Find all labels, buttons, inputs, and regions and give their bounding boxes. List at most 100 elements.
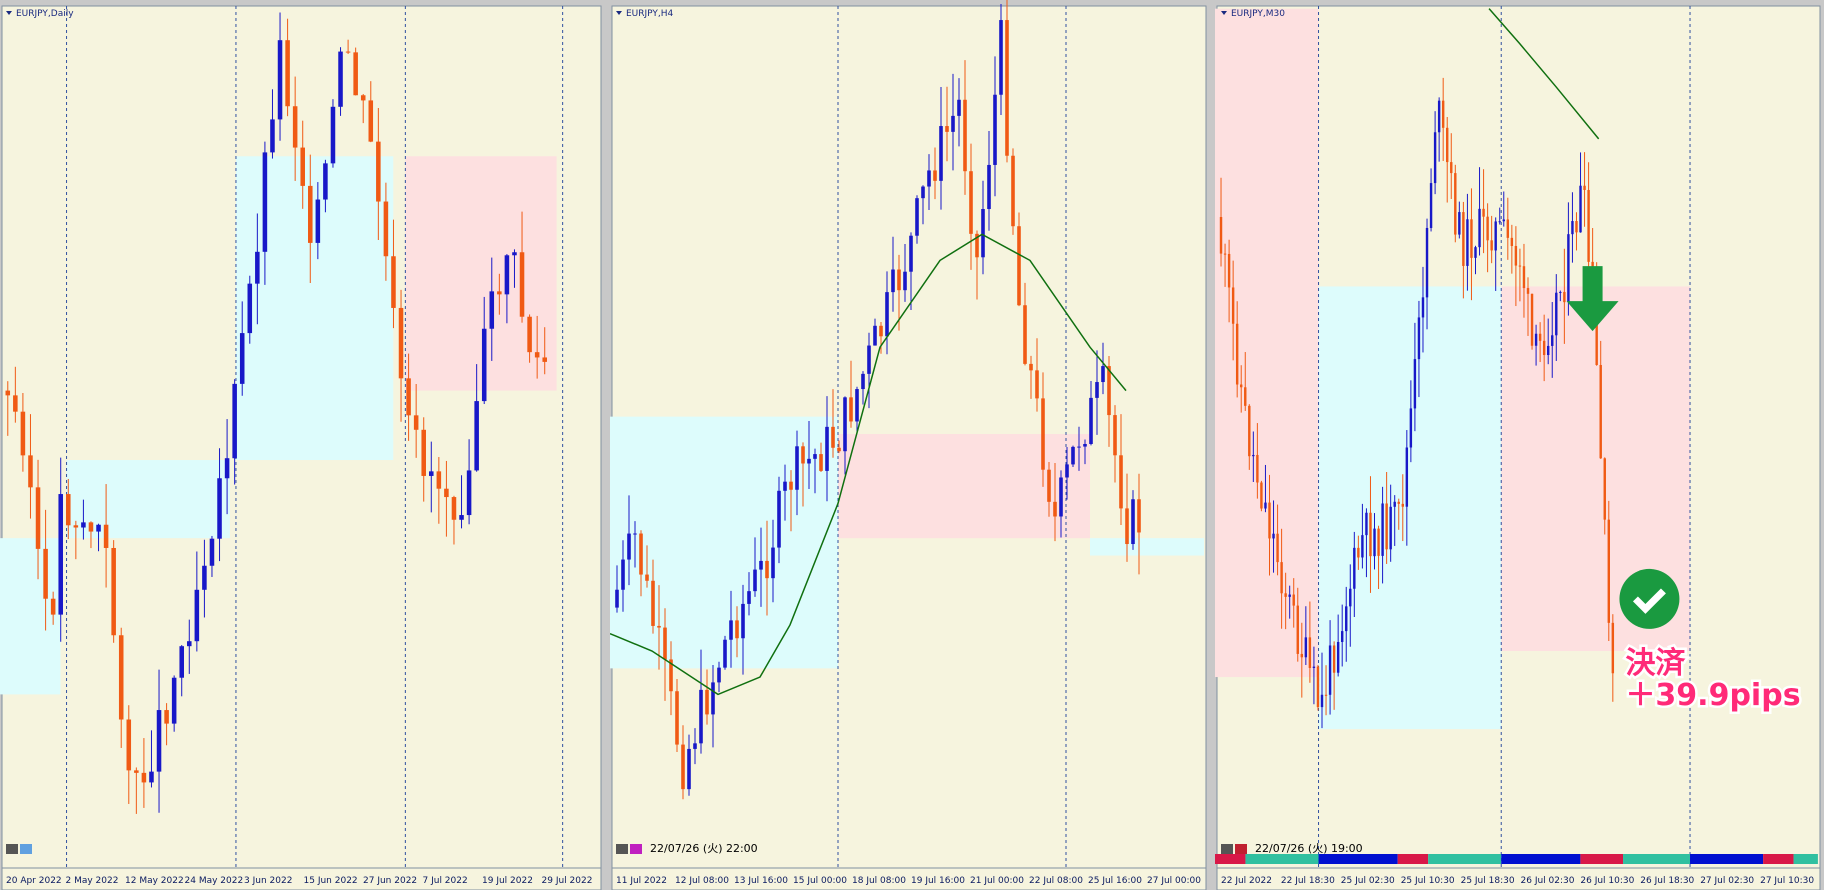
candle-body [534,352,540,358]
candle-body [519,252,525,317]
candle-body [466,470,472,516]
zone [1090,538,1204,556]
candle-body [1336,641,1340,673]
x-axis-label: 27 Jul 02:30 [1700,876,1754,886]
icon [630,844,642,854]
candle-body [891,269,895,293]
x-axis-label: 25 Jul 18:30 [1461,876,1515,886]
candle-body [1486,216,1489,241]
candle-body [383,201,389,257]
session-bar [1318,854,1398,864]
candle-body [999,20,1003,95]
candle-body [406,378,411,416]
zone [1318,286,1502,730]
candle-body [1446,127,1449,163]
candle-body [1284,593,1287,597]
x-axis-label: 18 Jul 08:00 [852,876,906,886]
candle-body [1599,364,1602,459]
candle-body [338,51,343,107]
candle-body [861,373,865,390]
candle-body [1125,508,1129,545]
x-axis-label: 7 Jul 2022 [423,876,468,886]
candle-body [831,426,835,448]
candle-body [1300,653,1304,658]
candle-body [1131,499,1135,545]
candle-body [1357,547,1360,558]
axis-strip [1216,867,1821,890]
candle-body [1571,221,1574,235]
candle-body [308,185,313,243]
candle-body [1494,221,1497,251]
candle-body [66,494,71,526]
candle-body [1389,506,1392,550]
x-axis-label: 12 May 2022 [125,876,184,886]
candle-body [1260,482,1263,509]
candle-body [849,397,853,422]
candle-body [915,198,919,236]
zone [66,460,230,539]
candle-body [512,252,517,256]
candle-body [1119,455,1123,509]
candle-body [1546,345,1550,356]
candle-body [345,51,351,53]
axis-strip [1,867,602,890]
candle-body [1288,594,1291,597]
candle-body [353,52,358,96]
candle-body [909,235,913,272]
candle-body [50,598,56,615]
candle-body [1393,501,1396,507]
candle-body [285,40,290,107]
session-bar [1690,854,1764,864]
candle-body [224,458,230,479]
title-arrow [6,11,12,15]
candle-body [711,682,715,715]
result-annotation: 決済 [1625,646,1686,681]
zone [1215,8,1319,678]
icon [1235,844,1247,854]
candle-body [693,743,697,749]
candle-body [699,689,703,744]
candle-body [873,325,877,346]
candle-body [1575,221,1578,233]
candle-body [1059,477,1063,517]
candle-body [1235,323,1239,385]
candle-body [1595,288,1598,365]
candle-body [255,251,260,284]
candle-body [391,256,396,308]
candle-body [73,525,79,528]
candle-body [20,411,26,456]
candle-body [1502,219,1505,222]
candle-body [615,589,619,608]
candle-body [1433,132,1437,184]
candle-body [270,119,275,153]
candle-body [436,471,442,489]
candle-body [975,233,979,258]
candle-body [1071,446,1075,465]
candle-body [217,478,222,539]
candle-body [232,383,237,459]
candle-body [5,390,11,396]
candle-body [1264,502,1267,509]
candle-body [1551,335,1554,346]
candle-body [1373,528,1376,557]
candle-body [126,719,132,771]
zone [235,156,394,461]
x-axis-label: 27 Jun 2022 [363,876,417,886]
candle-body [993,94,997,165]
candle-body [1413,359,1417,409]
candle-body [1324,694,1328,696]
candle-body [413,415,419,430]
candle-body [1563,291,1566,303]
candle-body [118,635,124,720]
x-axis-label: 25 Jul 16:00 [1088,876,1142,886]
candle-body [1510,237,1514,246]
candle-body [58,494,63,615]
session-bar [1501,854,1581,864]
x-axis-label: 29 Jul 2022 [542,876,593,886]
candle-body [1035,370,1039,399]
candle-body [801,446,805,464]
candle-body [1579,185,1582,233]
candle-body [621,559,625,590]
x-axis-label: 19 Jul 16:00 [911,876,965,886]
